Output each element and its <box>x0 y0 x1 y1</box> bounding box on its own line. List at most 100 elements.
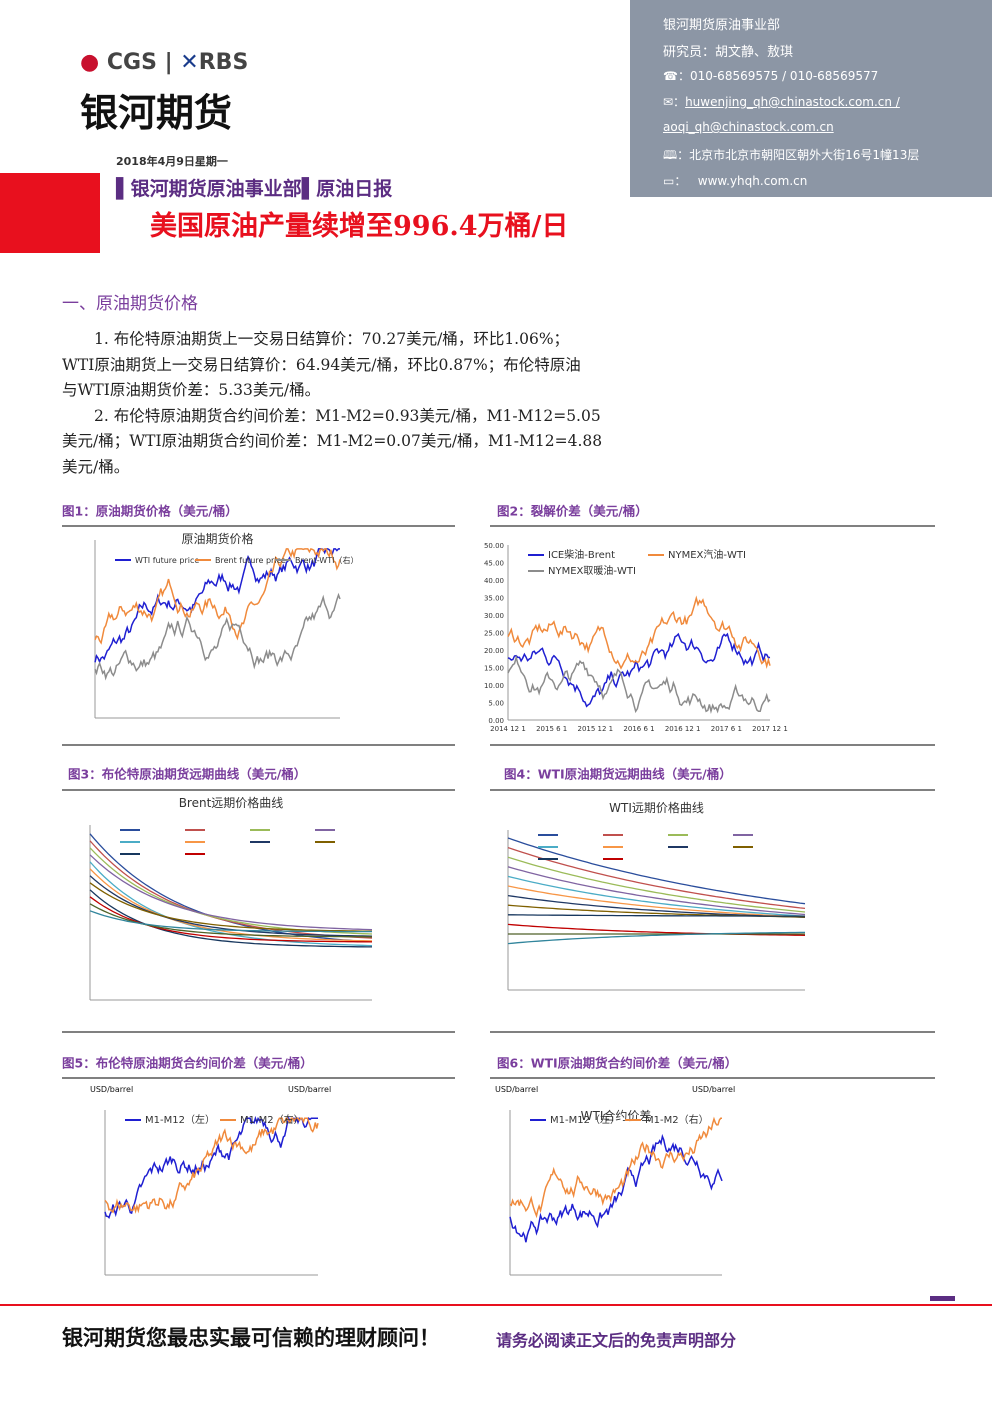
chart-line <box>94 592 341 681</box>
legend-swatch <box>185 841 205 843</box>
x-tick-label: 2016 6 1 <box>623 725 654 733</box>
chart-line <box>89 896 373 943</box>
figure-caption: 图4：WTI原油期货远期曲线（美元/桶） <box>504 767 732 782</box>
y-tick-label: 5.00 <box>488 700 504 708</box>
chart-line <box>509 1133 723 1243</box>
chart-line <box>89 910 372 933</box>
axis-unit: USD/barrel <box>90 1085 133 1094</box>
chart-line <box>89 854 373 931</box>
figure-caption: 图2：裂解价差（美元/桶） <box>497 504 648 519</box>
contact-website: www.yhqh.com.cn <box>697 174 808 188</box>
figure-caption: 图3：布伦特原油期货远期曲线（美元/桶） <box>68 767 306 782</box>
headline: 美国原油产量续增至996.4万桶/日 <box>150 211 569 242</box>
axis-unit: USD/barrel <box>495 1085 538 1094</box>
text-line: 美元/桶；WTI原油期货合约间价差：M1-M2=0.07美元/桶，M1-M12=… <box>62 432 603 450</box>
legend-swatch <box>120 841 140 843</box>
chart-line <box>89 882 372 932</box>
legend-label: M1-M12（左） <box>145 1113 215 1126</box>
legend-label: WTI future price <box>135 556 199 565</box>
y-tick-label: 35.00 <box>484 595 504 603</box>
contact-email: aoqi_qh@chinastock.com.cn <box>663 120 834 134</box>
axis-unit: USD/barrel <box>692 1085 735 1094</box>
chart-line <box>507 837 806 905</box>
x-tick-label: 2016 12 1 <box>665 725 701 733</box>
legend-swatch <box>185 829 205 831</box>
y-tick-label: 10.00 <box>484 682 504 690</box>
chart-line <box>89 833 373 943</box>
logo-rbs: RBS <box>198 50 249 75</box>
chart-line <box>508 914 805 917</box>
y-tick-label: 45.00 <box>484 560 504 568</box>
chart-line <box>104 1117 319 1214</box>
x-tick-label: 2017 6 1 <box>711 725 742 733</box>
legend-swatch <box>733 834 753 836</box>
legend-swatch <box>538 846 558 848</box>
section-title: 一、原油期货价格 <box>62 294 198 314</box>
chart-line <box>94 548 340 664</box>
legend-swatch <box>315 829 335 831</box>
legend-swatch <box>538 858 558 860</box>
contact-address: 北京市北京市朝阳区朝外大街16号1幢13层 <box>689 148 920 162</box>
chart-line <box>509 1116 722 1219</box>
chart-line <box>507 856 806 913</box>
legend-label: NYMEX汽油-WTI <box>668 548 746 561</box>
logo: ● CGS | ✕RBS <box>80 50 249 75</box>
footer-disclaimer: 请务必阅读正文后的免责声明部分 <box>496 1331 737 1350</box>
chart-line <box>507 866 806 916</box>
legend-label: NYMEX取暖油-WTI <box>548 564 636 577</box>
contact-box: 银河期货原油事业部 研究员：胡文静、敖琪 ☎：010-68569575 / 01… <box>630 0 992 197</box>
chart-title: WTI远期价格曲线 <box>609 800 704 815</box>
legend-swatch <box>603 834 623 836</box>
y-tick-label: 20.00 <box>484 647 504 655</box>
y-tick-label: 25.00 <box>484 630 504 638</box>
legend-swatch <box>120 853 140 855</box>
text-line: 美元/桶。 <box>62 457 130 476</box>
chart-title: 原油期货价格 <box>181 531 253 546</box>
report-date: 2018年4月9日星期一 <box>116 155 228 168</box>
legend-swatch <box>315 841 335 843</box>
y-tick-label: 0.00 <box>488 717 504 725</box>
figure-caption: 图6：WTI原油期货合约间价差（美元/桶） <box>497 1056 737 1071</box>
text-line: WTI原油期货上一交易日结算价：64.94美元/桶，环比0.87%；布伦特原油 <box>62 355 581 374</box>
legend-label: ICE柴油-Brent <box>548 548 615 561</box>
contact-dept: 银河期货原油事业部 <box>663 18 781 33</box>
contact-email: huwenjing_qh@chinastock.com.cn / <box>685 95 900 109</box>
x-tick-label: 2015 12 1 <box>578 725 614 733</box>
legend-swatch <box>603 846 623 848</box>
chart-line <box>94 547 341 645</box>
contact-phone: ☎：010-68569575 / 010-68569577 <box>663 69 879 83</box>
y-tick-label: 30.00 <box>484 612 504 620</box>
text-line: 与WTI原油期货价差：5.33美元/桶。 <box>62 381 321 399</box>
legend-label: M1-M2（右） <box>645 1113 709 1126</box>
legend-swatch <box>603 858 623 860</box>
y-tick-label: 15.00 <box>484 665 504 673</box>
body-text: 1. 布伦特原油期货上一交易日结算价：70.27美元/桶，环比1.06%； WTI… <box>62 327 632 480</box>
chart-line <box>89 889 372 948</box>
company-name: 银河期货 <box>80 91 233 135</box>
legend-label: Brent future price <box>215 556 286 565</box>
red-block <box>0 173 100 253</box>
legend-swatch <box>668 846 688 848</box>
chart-line <box>89 875 373 937</box>
legend-swatch <box>668 834 688 836</box>
text-line: 2. 布伦特原油期货合约间价差：M1-M2=0.93美元/桶，M1-M12=5.… <box>94 406 601 425</box>
legend-swatch <box>250 829 270 831</box>
figure-caption: 图1：原油期货价格（美元/桶） <box>62 504 238 519</box>
x-tick-label: 2017 12 1 <box>752 725 788 733</box>
chart-line <box>104 1115 318 1220</box>
contact-researchers: 研究员：胡文静、敖琪 <box>663 45 794 60</box>
figure-caption: 图5：布伦特原油期货合约间价差（美元/桶） <box>62 1056 313 1071</box>
chart-line <box>507 595 771 670</box>
legend-swatch <box>538 834 558 836</box>
legend-label: M1-M12（左） <box>550 1113 620 1126</box>
department: 银河期货原油事业部 <box>130 178 302 200</box>
logo-cgs: CGS <box>106 50 157 75</box>
report-label: ▌银河期货原油事业部▌原油日报 <box>116 178 393 200</box>
y-tick-label: 40.00 <box>484 577 504 585</box>
chart-line <box>89 868 373 942</box>
x-tick-label: 2014 12 1 <box>490 725 526 733</box>
legend-swatch <box>733 846 753 848</box>
chart-line <box>507 875 806 917</box>
legend-label: M1-M2（右） <box>240 1113 304 1126</box>
